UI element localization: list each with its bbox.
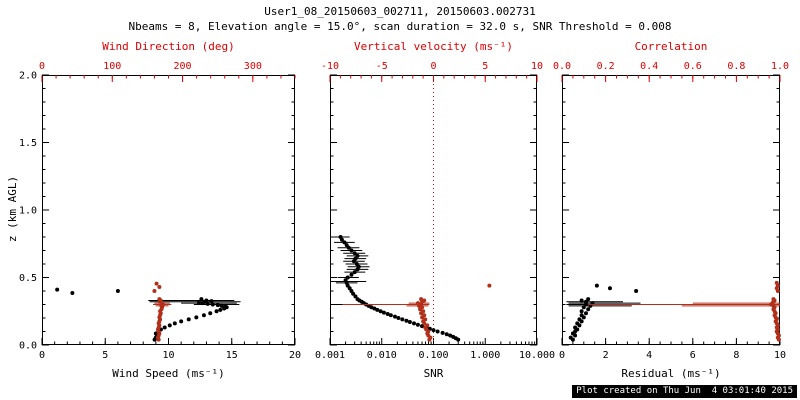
wind-speed-direction-panel: 0 5 10 15 20 0 100 200 300 0.0 0.5 1.0 1.5 2.0 xyxy=(19,61,301,361)
svg-text:0.100: 0.100 xyxy=(418,350,448,361)
correlation-axis-label: Correlation xyxy=(634,40,708,53)
svg-text:10: 10 xyxy=(531,61,543,72)
svg-text:300: 300 xyxy=(244,61,262,72)
svg-text:0.8: 0.8 xyxy=(727,61,745,72)
svg-text:0: 0 xyxy=(39,350,45,361)
svg-text:15: 15 xyxy=(226,350,238,361)
svg-text:1.0: 1.0 xyxy=(771,61,789,72)
svg-text:100: 100 xyxy=(103,61,121,72)
svg-text:0: 0 xyxy=(559,350,565,361)
svg-text:0.6: 0.6 xyxy=(684,61,702,72)
plot-created-timestamp: Plot created on Thu Jun 4 03:01:40 2015 xyxy=(572,385,797,398)
svg-text:1.0: 1.0 xyxy=(19,206,37,217)
svg-text:1.000: 1.000 xyxy=(470,350,500,361)
svg-text:0.0: 0.0 xyxy=(553,61,571,72)
plot-title: User1_08_20150603_002711, 20150603.00273… xyxy=(264,5,536,18)
svg-text:4: 4 xyxy=(646,350,652,361)
residual-axis-label: Residual (ms⁻¹) xyxy=(621,367,721,380)
svg-text:0.4: 0.4 xyxy=(640,61,658,72)
plot-subtitle: Nbeams = 8, Elevation angle = 15.0°, sca… xyxy=(128,20,672,33)
svg-text:0.001: 0.001 xyxy=(315,350,345,361)
vertical-velocity-axis-label: Vertical velocity (ms⁻¹) xyxy=(354,40,513,53)
y-axis-label: z (km AGL) xyxy=(6,175,19,243)
wind-direction-axis-label: Wind Direction (deg) xyxy=(102,40,235,53)
residual-correlation-panel: 0 2 4 6 8 10 0.0 0.2 0.4 0.6 0.8 1.0 xyxy=(553,61,789,361)
svg-text:0.2: 0.2 xyxy=(597,61,615,72)
snr-vertical-velocity-panel: 0.001 0.010 0.100 1.000 10.000 -10 -5 0 5 10 xyxy=(315,61,555,361)
svg-text:5: 5 xyxy=(102,350,108,361)
svg-text:5: 5 xyxy=(482,61,488,72)
svg-text:200: 200 xyxy=(174,61,192,72)
svg-text:-5: -5 xyxy=(376,61,388,72)
svg-text:2.0: 2.0 xyxy=(19,71,37,82)
wind-speed-axis-label: Wind Speed (ms⁻¹) xyxy=(112,367,225,380)
svg-text:10: 10 xyxy=(162,350,174,361)
svg-text:0.0: 0.0 xyxy=(19,341,37,352)
svg-text:0.5: 0.5 xyxy=(19,273,37,284)
svg-text:1.5: 1.5 xyxy=(19,138,37,149)
svg-text:10.000: 10.000 xyxy=(519,350,555,361)
svg-text:20: 20 xyxy=(289,350,301,361)
svg-text:6: 6 xyxy=(690,350,696,361)
svg-text:0: 0 xyxy=(39,61,45,72)
svg-text:0: 0 xyxy=(430,61,436,72)
svg-text:8: 8 xyxy=(733,350,739,361)
svg-text:-10: -10 xyxy=(321,61,339,72)
svg-text:2: 2 xyxy=(603,350,609,361)
snr-axis-label: SNR xyxy=(423,367,444,380)
svg-text:0.010: 0.010 xyxy=(367,350,397,361)
svg-text:10: 10 xyxy=(774,350,786,361)
